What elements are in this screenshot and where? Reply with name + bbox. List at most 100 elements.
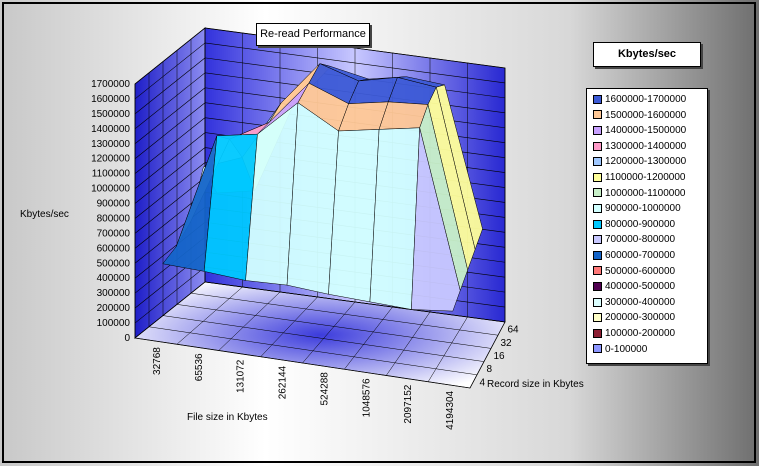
z-gridline-side [134,132,206,189]
z-tick-label: 500000 [97,258,131,269]
legend-label: 1600000-1700000 [605,94,687,105]
legend-entry: 700000-800000 [593,233,675,247]
z-tick-label: 1200000 [91,154,130,165]
y-gridline-floor [190,292,499,336]
legend-label: 1100000-1200000 [605,172,686,183]
x-tick-label: 4194304 [445,390,456,429]
legend-label: 800000-900000 [605,218,676,230]
legend-entry: 600000-700000 [593,249,675,263]
y-gridline-floor [176,304,492,349]
x-gridline-floor [218,291,281,351]
z-tick-label: 200000 [97,303,131,314]
x-gridline-floor [469,321,506,389]
y-tick-label: 64 [508,325,520,336]
legend-label: 1500000-1600000 [605,109,687,121]
z-tick-label: 700000 [97,228,131,239]
x-tick-label: 524288 [319,372,330,406]
z-gridline-side [134,177,206,234]
legend-swatch [593,204,602,214]
legend-label: 1400000-1500000 [605,125,687,137]
y-tick-label: 16 [494,351,506,362]
legend-label: 100000-200000 [605,328,676,339]
x-tick-label: 32768 [152,347,163,375]
z-gridline-side [134,162,206,219]
x-gridline-floor [134,281,206,339]
z-tick-label: 1500000 [91,109,130,120]
z-tick-label: 1600000 [91,94,130,105]
legend-swatch [593,94,602,104]
legend-swatch [593,141,602,151]
legend-label: 900000-1000000 [605,203,681,215]
legend-label: 0-100000 [605,343,648,355]
z-gridline-side [134,147,206,204]
legend-entry: 900000-1000000 [593,202,681,216]
legend-swatch [593,126,602,136]
surface-patch [411,127,461,312]
y-gridline-floor [148,326,478,376]
y-tick-label: 32 [501,338,513,349]
legend-label: 500000-600000 [605,265,676,277]
legend-label: 1200000-1300000 [605,156,687,168]
z-tick-label: 1100000 [92,169,131,180]
y-gridline-floor [204,281,506,323]
legend-label: 200000-300000 [605,312,676,324]
legend-label: 600000-700000 [605,250,676,261]
legend-entry: 1500000-1600000 [593,109,686,123]
z-tick-label: 900000 [97,199,131,210]
legend-entry: 1100000-1200000 [593,171,685,185]
legend-swatch [593,344,602,354]
legend-swatch [593,328,602,338]
legend-entry: 1200000-1300000 [593,155,686,169]
legend: 1600000-1700000 1500000-1600000 1400000-15… [586,88,708,364]
z-tick-label: 1700000 [91,79,130,90]
y-gridline-floor [162,315,485,362]
y-tick-label: 8 [487,364,493,375]
z-tick-label: 100000 [97,318,131,329]
legend-swatch [593,297,602,307]
z-gridline-side [134,57,206,115]
y-tick-label: 4 [480,377,486,388]
x-tick-label: 1048576 [361,378,372,417]
z-gridline-side [134,72,206,130]
x-axis-label: File size in Kbytes [187,412,268,423]
legend-entry: 500000-600000 [593,265,675,279]
z-tick-label: 300000 [97,288,131,299]
x-tick-label: 262144 [278,365,289,399]
z-tick-label: 0 [124,333,130,344]
x-gridline-floor [260,296,318,357]
chart-title: Re-read Performance [256,23,370,46]
legend-label: 700000-800000 [605,234,676,246]
x-tick-label: 65536 [194,353,205,381]
z-gridline-side [134,27,206,85]
z-gridline-side [134,102,206,159]
x-tick-label: 131072 [236,359,247,393]
legend-swatch [593,250,602,260]
z-gridline-side [134,266,206,324]
legend-swatch [593,110,602,120]
x-gridline-floor [302,301,356,364]
legend-title: Kbytes/sec [593,42,701,67]
z-gridline-side [134,42,206,100]
legend-entry: 1600000-1700000 [593,93,686,107]
plot-area: 0 100000 200000 300000 400000 500000 600000 700… [91,27,520,430]
z-tick-label: 1000000 [91,184,130,195]
x-gridline-floor [427,316,468,382]
legend-swatch [593,282,602,292]
legend-swatch [593,235,602,245]
legend-entry: 300000-400000 [593,296,675,310]
legend-swatch [593,157,602,167]
z-tick-label: 600000 [97,243,131,254]
legend-label: 1000000-1100000 [605,187,686,199]
z-tick-label: 1400000 [91,124,130,135]
x-gridline-floor [386,311,431,376]
legend-entry: 100000-200000 [593,327,675,341]
legend-label: 300000-400000 [605,296,676,308]
legend-label: 400000-500000 [605,281,676,293]
legend-entry: 200000-300000 [593,311,675,325]
y-axis-label: Record size in Kbytes [487,379,584,390]
z-tick-label: 1300000 [91,139,130,150]
y-gridline-floor [134,337,471,389]
legend-entry: 0-100000 [593,343,647,357]
